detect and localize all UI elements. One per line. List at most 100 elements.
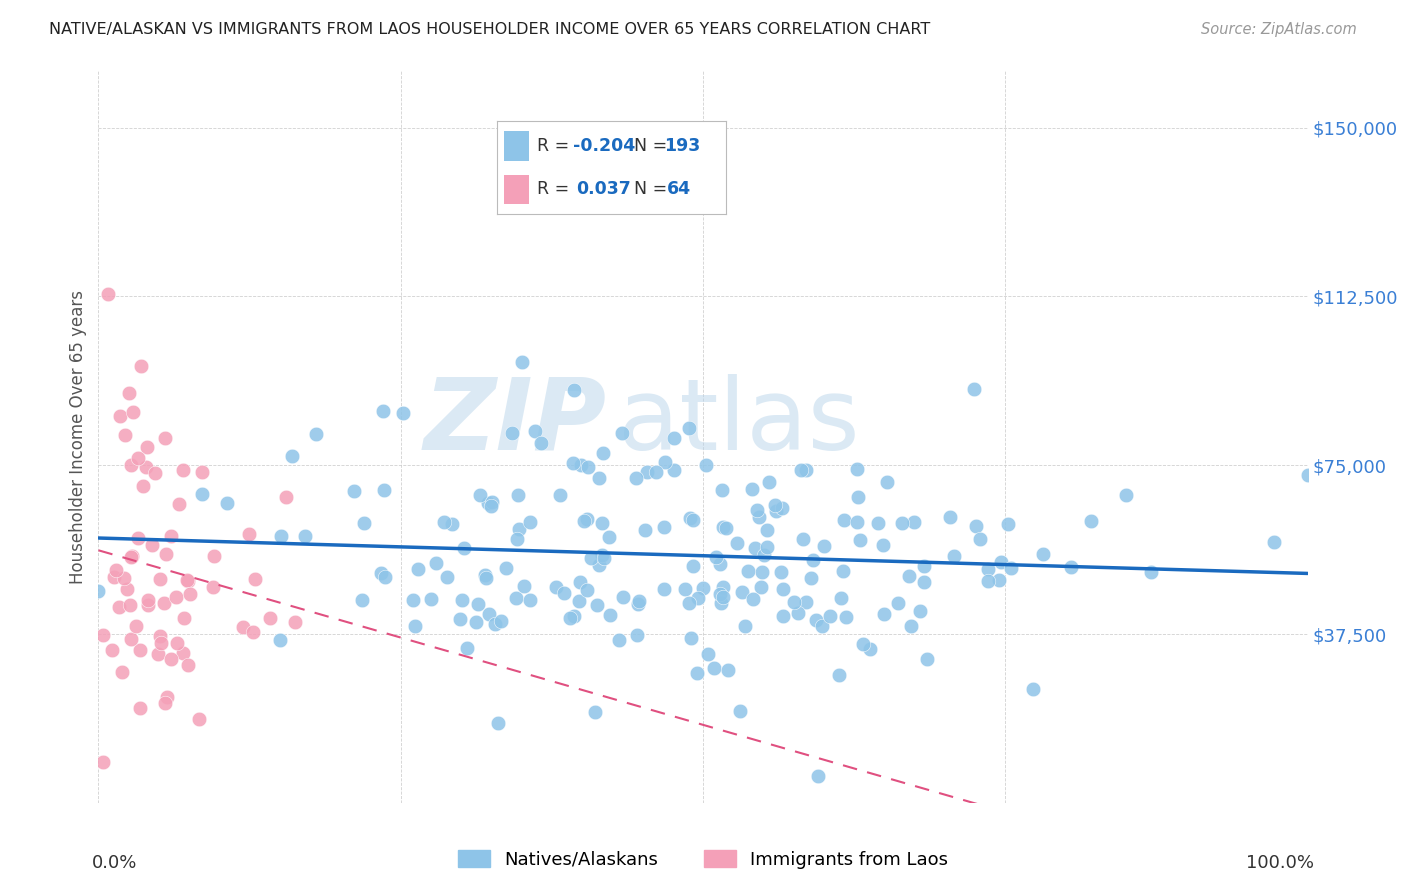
Point [696, 647, 718, 661]
Point [440, 516, 463, 531]
Point [592, 551, 614, 566]
Point [813, 539, 835, 553]
Point [859, 641, 882, 656]
Point [598, 530, 620, 544]
Point [725, 536, 748, 550]
Point [91, 628, 114, 642]
Point [709, 586, 731, 600]
Point [486, 715, 509, 730]
Point [127, 532, 149, 546]
Point [91, 756, 114, 770]
Point [679, 631, 702, 645]
Point [519, 515, 541, 529]
Point [284, 615, 307, 629]
Point [714, 521, 737, 535]
Point [769, 565, 792, 579]
Point [108, 409, 131, 423]
Point [873, 607, 896, 621]
Point [765, 504, 787, 518]
Point [122, 405, 145, 419]
Point [575, 512, 598, 526]
Point [128, 701, 150, 715]
Point [770, 501, 793, 516]
Point [678, 421, 700, 435]
Point [477, 496, 499, 510]
Y-axis label: Householder Income Over 65 years: Householder Income Over 65 years [69, 290, 87, 584]
Point [706, 549, 728, 564]
Point [523, 424, 546, 438]
Point [453, 541, 475, 555]
Point [177, 657, 200, 672]
Point [238, 526, 260, 541]
Point [912, 575, 935, 590]
Point [138, 598, 160, 612]
Point [755, 523, 778, 537]
Point [963, 382, 986, 396]
Text: 100.0%: 100.0% [1246, 854, 1313, 872]
Point [436, 570, 458, 584]
Point [153, 431, 176, 445]
Point [654, 455, 676, 469]
Point [801, 553, 824, 567]
Point [166, 636, 188, 650]
Point [745, 502, 768, 516]
Point [969, 532, 991, 546]
Point [990, 555, 1012, 569]
Point [148, 647, 170, 661]
Point [475, 571, 498, 585]
Point [866, 516, 889, 530]
Point [1296, 468, 1319, 483]
Point [165, 590, 187, 604]
Point [752, 548, 775, 562]
Point [711, 483, 734, 497]
Point [749, 580, 772, 594]
Text: atlas: atlas [619, 374, 860, 471]
Point [135, 440, 157, 454]
Point [120, 458, 142, 473]
Point [172, 647, 194, 661]
Text: Source: ZipAtlas.com: Source: ZipAtlas.com [1201, 22, 1357, 37]
Point [120, 550, 142, 565]
Point [987, 573, 1010, 587]
Point [1000, 561, 1022, 575]
Point [569, 574, 592, 589]
Point [374, 570, 396, 584]
Point [794, 463, 817, 477]
Point [155, 696, 177, 710]
Point [763, 498, 786, 512]
Point [818, 608, 841, 623]
Point [155, 548, 177, 562]
Point [794, 595, 817, 609]
Text: 193: 193 [664, 137, 700, 155]
FancyBboxPatch shape [505, 175, 529, 204]
Point [758, 475, 780, 490]
Point [627, 597, 650, 611]
Point [903, 515, 925, 529]
Point [790, 463, 813, 477]
Point [352, 593, 374, 607]
Point [568, 593, 591, 607]
Point [111, 665, 134, 680]
Point [744, 541, 766, 555]
Point [125, 618, 148, 632]
Text: NATIVE/ALASKAN VS IMMIGRANTS FROM LAOS HOUSEHOLDER INCOME OVER 65 YEARS CORRELAT: NATIVE/ALASKAN VS IMMIGRANTS FROM LAOS H… [49, 22, 931, 37]
Point [748, 509, 770, 524]
Point [1080, 514, 1102, 528]
Point [692, 581, 714, 595]
Point [664, 463, 686, 477]
Point [731, 585, 754, 599]
Point [468, 488, 491, 502]
Point [187, 712, 209, 726]
Point [900, 619, 922, 633]
Point [965, 519, 987, 533]
Point [835, 610, 858, 624]
Point [741, 592, 763, 607]
Point [607, 632, 630, 647]
Point [530, 435, 553, 450]
Text: N =: N = [634, 180, 679, 198]
Point [845, 516, 868, 530]
Point [626, 628, 648, 642]
Point [149, 636, 172, 650]
Point [592, 445, 614, 459]
Point [830, 591, 852, 605]
